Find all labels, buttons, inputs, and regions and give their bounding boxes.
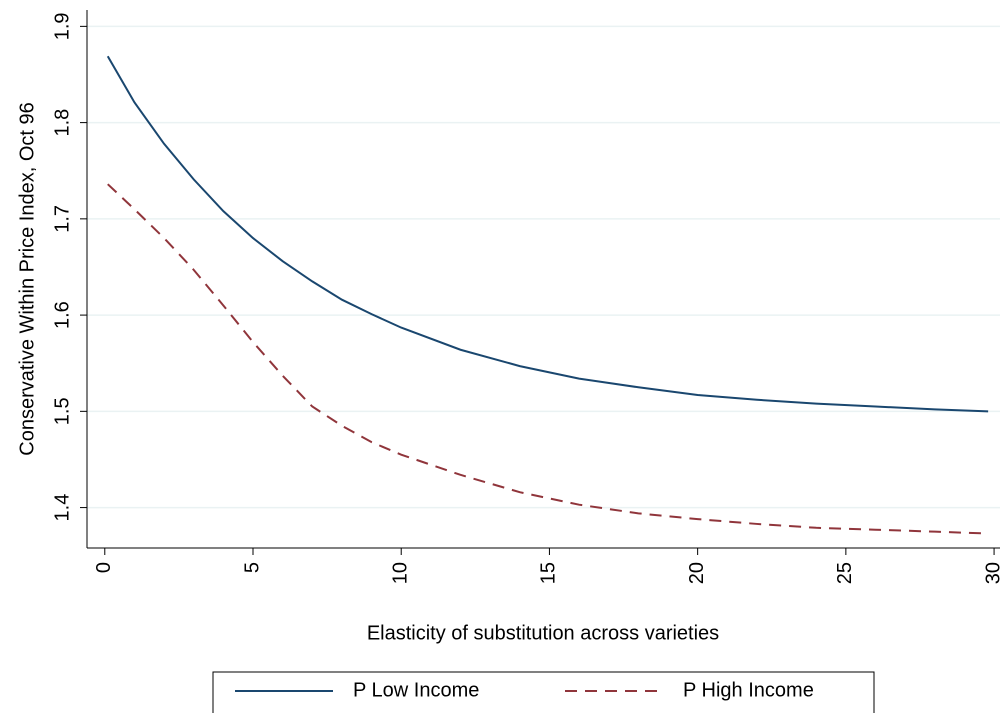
x-tick-label: 10 (389, 562, 411, 584)
y-tick-label: 1.4 (51, 494, 73, 522)
legend-box (212, 671, 875, 713)
x-tick-label: 15 (538, 562, 560, 584)
y-axis-label: Conservative Within Price Index, Oct 96 (16, 102, 38, 455)
y-tick-label: 1.5 (51, 397, 73, 425)
y-tick-label: 1.9 (51, 12, 73, 40)
x-tick-label: 5 (241, 562, 263, 573)
data-line (106, 55, 989, 413)
x-tick-label: 20 (686, 562, 708, 584)
x-tick-label: 30 (982, 562, 1003, 584)
data-line (107, 183, 989, 535)
y-tick-label: 1.7 (51, 205, 73, 233)
legend-label: P High Income (683, 679, 814, 701)
legend-label: P Low Income (353, 679, 479, 701)
x-tick-label: 25 (834, 562, 856, 584)
y-tick-label: 1.8 (51, 109, 73, 137)
y-tick-label: 1.6 (51, 301, 73, 329)
x-tick-label: 0 (93, 562, 115, 573)
x-axis-label: Elasticity of substitution across variet… (367, 622, 719, 644)
